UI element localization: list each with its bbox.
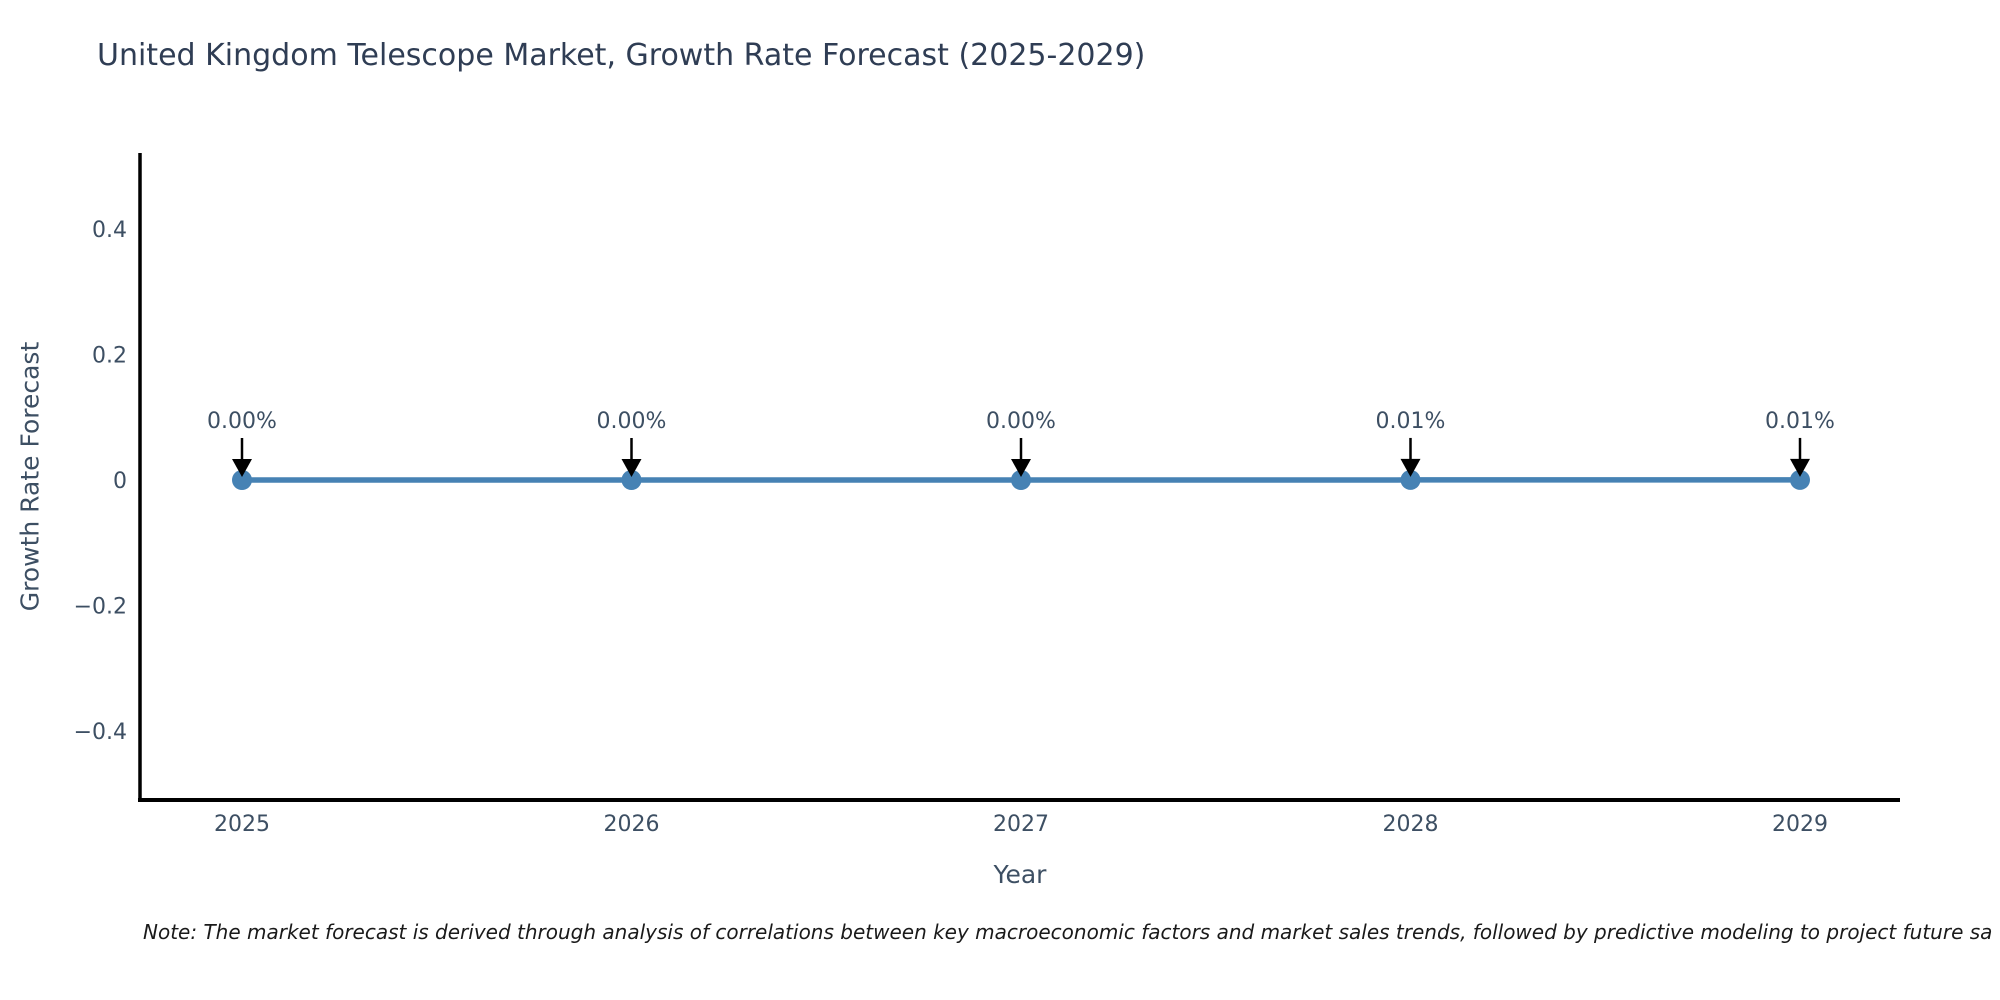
- y-tick-label: 0: [113, 469, 127, 494]
- annotation-arrowhead-icon: [1400, 458, 1421, 477]
- annotation-label: 0.01%: [1765, 409, 1835, 434]
- annotation-arrowhead-icon: [621, 459, 642, 477]
- data-point-marker: [1011, 470, 1031, 490]
- annotation-label: 0.00%: [597, 409, 667, 434]
- x-tick-label: 2027: [993, 812, 1049, 837]
- footnote: Note: The market forecast is derived thr…: [143, 920, 1993, 944]
- data-point-marker: [1790, 469, 1810, 490]
- x-tick-label: 2028: [1383, 812, 1439, 837]
- axes: [138, 153, 1900, 802]
- annotation-label: 0.00%: [986, 409, 1056, 434]
- x-tick-label: 2029: [1772, 812, 1828, 837]
- data-point-marker: [232, 470, 252, 490]
- y-axis-title: Growth Rate Forecast: [15, 341, 45, 612]
- y-tick-labels: 0.4 0.2 0 −0.2 −0.4: [74, 218, 127, 745]
- annotation-arrowhead-icon: [232, 459, 252, 477]
- annotation-arrowhead-icon: [1790, 458, 1810, 477]
- x-tick-labels: 2025 2026 2027 2028 2029: [214, 812, 1828, 837]
- data-point-marker: [1400, 469, 1421, 490]
- y-tick-label: −0.4: [74, 720, 127, 745]
- annotation-arrowhead-icon: [1011, 459, 1031, 477]
- annotation-label: 0.01%: [1376, 409, 1446, 434]
- chart-title: United Kingdom Telescope Market, Growth …: [97, 38, 1146, 73]
- y-tick-label: 0.4: [92, 218, 127, 243]
- point-annotations: 0.00% 0.00% 0.00% 0.01% 0.01%: [207, 409, 1835, 477]
- annotation-label: 0.00%: [207, 409, 277, 434]
- x-tick-label: 2026: [604, 812, 660, 837]
- x-tick-label: 2025: [214, 812, 270, 837]
- y-tick-label: 0.2: [92, 343, 127, 368]
- x-axis-title: Year: [993, 860, 1047, 889]
- y-tick-label: −0.2: [74, 595, 127, 620]
- line-series: [232, 469, 1810, 490]
- data-point-marker: [621, 470, 642, 490]
